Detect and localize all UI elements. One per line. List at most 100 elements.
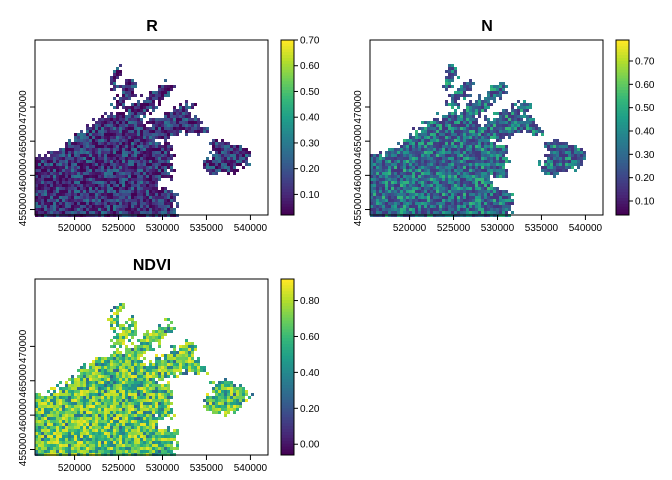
raster-cell [475, 139, 478, 142]
raster-cell [128, 211, 131, 214]
raster-cell [460, 193, 463, 196]
raster-cell [158, 324, 161, 327]
raster-cell [44, 426, 47, 429]
raster-cell [122, 124, 125, 127]
raster-cell [430, 151, 433, 154]
raster-cell [77, 408, 80, 411]
raster-cell [110, 163, 113, 166]
raster-cell [448, 67, 451, 70]
raster-cell [56, 417, 59, 420]
raster-cell [101, 151, 104, 154]
raster-cell [146, 375, 149, 378]
raster-cell [188, 348, 191, 351]
raster-cell [493, 142, 496, 145]
raster-cell [71, 184, 74, 187]
raster-cell [436, 181, 439, 184]
raster-cell [484, 142, 487, 145]
raster-cell [146, 175, 149, 178]
raster-cell [74, 384, 77, 387]
raster-cell [505, 199, 508, 202]
raster-cell [499, 133, 502, 136]
raster-cell [50, 187, 53, 190]
raster-cell [565, 154, 568, 157]
raster-cell [451, 136, 454, 139]
raster-cell [188, 354, 191, 357]
raster-cell [388, 154, 391, 157]
raster-cell [119, 151, 122, 154]
raster-cell [245, 390, 248, 393]
raster-cell [128, 348, 131, 351]
raster-cell [424, 208, 427, 211]
raster-cell [50, 393, 53, 396]
raster-cell [47, 411, 50, 414]
raster-cell [104, 396, 107, 399]
raster-cell [385, 196, 388, 199]
raster-cell [98, 202, 101, 205]
colorbar-segment [616, 139, 629, 143]
raster-cell [176, 357, 179, 360]
raster-cell [457, 151, 460, 154]
raster-cell [556, 145, 559, 148]
raster-cell [101, 211, 104, 214]
raster-cell [445, 88, 448, 91]
raster-cell [490, 97, 493, 100]
raster-cell [233, 384, 236, 387]
raster-cell [122, 420, 125, 423]
raster-cell [47, 426, 50, 429]
raster-cell [104, 423, 107, 426]
raster-cell [451, 103, 454, 106]
raster-cell [56, 414, 59, 417]
raster-cell [167, 399, 170, 402]
raster-cell [499, 199, 502, 202]
raster-cell [137, 405, 140, 408]
raster-cell [77, 139, 80, 142]
raster-cell [194, 124, 197, 127]
raster-cell [197, 366, 200, 369]
raster-cell [502, 136, 505, 139]
raster-cell [107, 133, 110, 136]
raster-cell [89, 369, 92, 372]
raster-cell [104, 166, 107, 169]
raster-cell [508, 199, 511, 202]
colorbar-segment [616, 165, 629, 169]
raster-cell [59, 205, 62, 208]
raster-cell [451, 139, 454, 142]
raster-cell [457, 118, 460, 121]
raster-cell [493, 166, 496, 169]
raster-cell [62, 160, 65, 163]
raster-cell [110, 190, 113, 193]
raster-cell [71, 157, 74, 160]
raster-cell [460, 121, 463, 124]
raster-cell [104, 181, 107, 184]
raster-cell [116, 348, 119, 351]
raster-cell [116, 154, 119, 157]
raster-cell [574, 148, 577, 151]
raster-cell [418, 169, 421, 172]
colorbar-segment [281, 206, 294, 210]
raster-cell [460, 157, 463, 160]
raster-cell [481, 136, 484, 139]
raster-cell [397, 202, 400, 205]
raster-cell [89, 399, 92, 402]
raster-cell [161, 384, 164, 387]
raster-cell [113, 172, 116, 175]
raster-cell [185, 345, 188, 348]
raster-cell [421, 193, 424, 196]
raster-cell [155, 429, 158, 432]
raster-cell [517, 127, 520, 130]
raster-cell [397, 184, 400, 187]
raster-cell [128, 396, 131, 399]
raster-cell [454, 190, 457, 193]
raster-cell [137, 357, 140, 360]
raster-cell [481, 211, 484, 214]
raster-cell [134, 387, 137, 390]
raster-cell [113, 130, 116, 133]
raster-cell [59, 190, 62, 193]
raster-cell [173, 127, 176, 130]
raster-cell [179, 348, 182, 351]
raster-cell [170, 321, 173, 324]
raster-cell [74, 208, 77, 211]
raster-cell [116, 127, 119, 130]
raster-cell [98, 411, 101, 414]
raster-cell [469, 175, 472, 178]
